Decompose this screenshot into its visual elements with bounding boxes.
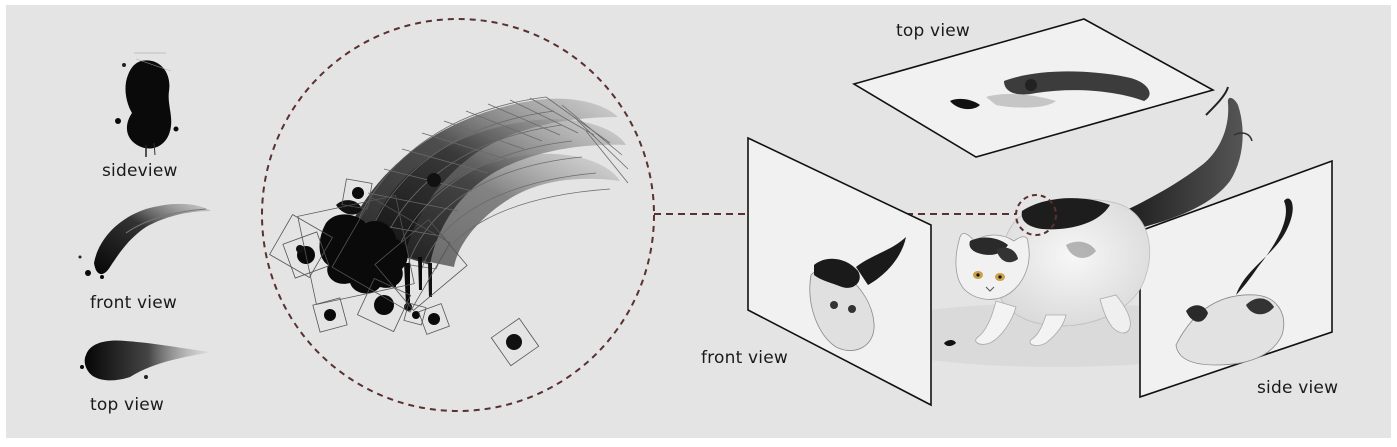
label-left-sideview: sideview xyxy=(102,161,178,181)
label-left-top-view: top view xyxy=(90,395,165,415)
label-cat-top-view: top view xyxy=(896,21,971,41)
front-view-panel xyxy=(747,136,932,407)
figure-canvas: sideview front view top view top view fr… xyxy=(6,5,1391,438)
frontview-ink-stroke xyxy=(78,203,211,279)
side-view-panel xyxy=(1139,159,1333,399)
label-left-front-view: front view xyxy=(90,293,177,313)
topview-ink-stroke xyxy=(80,340,211,381)
sideview-ink-stroke xyxy=(115,52,179,157)
cat-illustration xyxy=(944,86,1253,346)
magnified-stroke-mesh xyxy=(269,96,629,367)
label-cat-front-view: front view xyxy=(701,348,788,368)
top-view-panel xyxy=(851,18,1216,158)
label-cat-side-view: side view xyxy=(1257,378,1339,398)
figure-graphics xyxy=(78,18,1333,412)
cat-callout-circle xyxy=(1015,194,1057,236)
